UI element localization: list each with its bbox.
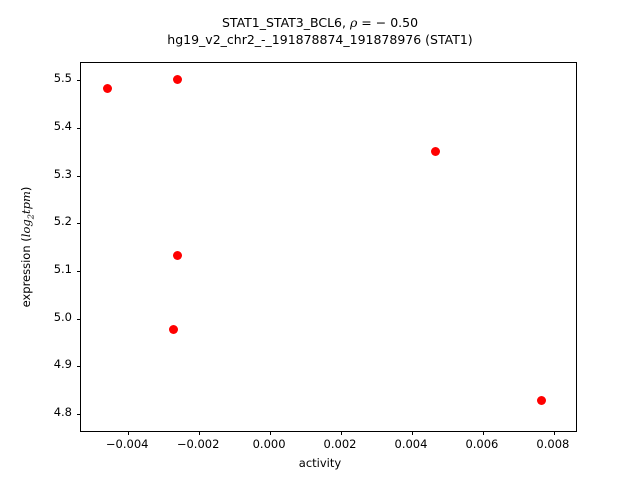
data-point	[173, 75, 183, 85]
y-axis-tick-mark	[77, 175, 81, 177]
y-axis-tick-label: 4.9	[53, 357, 72, 372]
y-axis-label-math-base: log	[19, 219, 33, 238]
y-axis-tick-label: 5.2	[53, 214, 72, 229]
x-axis-tick-mark	[270, 431, 272, 435]
y-axis-label: expression (log2tpm)	[19, 62, 37, 432]
x-axis-tick-mark	[553, 431, 555, 435]
x-axis-tick-mark	[482, 431, 484, 435]
y-axis-tick-label: 5.4	[53, 118, 72, 133]
x-axis-tick-label: 0.008	[536, 437, 570, 451]
data-point	[103, 84, 113, 94]
y-axis-tick-mark	[77, 366, 81, 368]
x-axis-tick-label: −0.004	[105, 437, 149, 451]
x-axis-tick-label: 0.000	[252, 437, 286, 451]
y-axis-label-prefix: expression (	[19, 237, 33, 308]
rho-symbol: ρ	[349, 15, 358, 30]
data-point	[173, 250, 183, 260]
y-axis-tick-label: 4.8	[53, 404, 72, 419]
y-axis-tick-label: 5.5	[53, 71, 72, 86]
data-point	[168, 324, 178, 334]
y-axis-label-math: log2tpm	[19, 191, 36, 238]
y-axis-tick-mark	[77, 270, 81, 272]
y-axis-tick-label: 5.1	[53, 261, 72, 276]
chart-title-line-1: STAT1_STAT3_BCL6, ρ = − 0.50	[0, 14, 640, 31]
y-axis-tick-label: 5.0	[53, 309, 72, 324]
chart-title: STAT1_STAT3_BCL6, ρ = − 0.50 hg19_v2_chr…	[0, 14, 640, 48]
data-point	[536, 396, 546, 406]
y-axis-label-math-tail: tpm	[19, 191, 33, 214]
chart-title-line-1-suffix: = − 0.50	[357, 15, 419, 30]
x-axis-tick-mark	[199, 431, 201, 435]
y-axis-tick-mark	[77, 318, 81, 320]
x-axis-tick-label: 0.006	[465, 437, 499, 451]
y-axis-label-math-subscript: 2	[25, 213, 36, 220]
x-axis-tick-label: −0.002	[176, 437, 220, 451]
x-axis-tick-mark	[128, 431, 130, 435]
y-axis-tick-mark	[77, 413, 81, 415]
y-axis-label-suffix: )	[19, 186, 33, 192]
y-axis-tick-mark	[77, 223, 81, 225]
y-axis-tick-mark	[77, 80, 81, 82]
y-axis-tick-mark	[77, 127, 81, 129]
x-axis-label: activity	[298, 456, 342, 470]
x-axis-tick-mark	[341, 431, 343, 435]
chart-title-line-1-prefix: STAT1_STAT3_BCL6,	[221, 15, 350, 30]
plot-axes-frame	[77, 62, 577, 435]
chart-title-line-2: hg19_v2_chr2_-_191878874_191878976 (STAT…	[167, 32, 473, 47]
x-axis-tick-label: 0.004	[394, 437, 428, 451]
x-axis-tick-mark	[411, 431, 413, 435]
x-axis-tick-label: 0.002	[323, 437, 357, 451]
y-axis-tick-label: 5.3	[53, 166, 72, 181]
data-point	[431, 147, 441, 157]
